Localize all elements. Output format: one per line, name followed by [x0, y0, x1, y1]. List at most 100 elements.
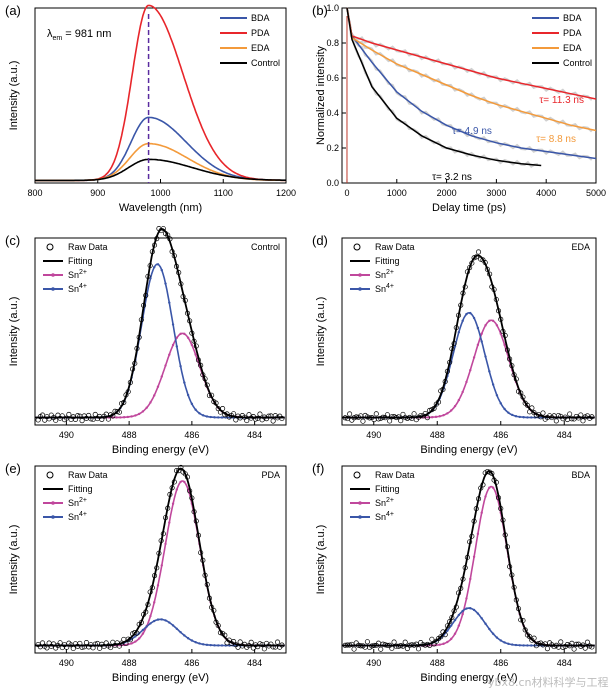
raw-data-point: [489, 470, 495, 476]
x-tick-label: 488: [430, 658, 445, 668]
sn2-marker: [488, 319, 491, 323]
lambda-annotation: λem = 981 nm: [47, 28, 111, 42]
sn2-marker: [461, 390, 464, 394]
legend-label-fitting: Fitting: [68, 484, 93, 494]
sn2-marker: [141, 632, 145, 635]
raw-data-point: [580, 418, 586, 424]
sn2-marker: [119, 416, 122, 419]
sn2-marker: [130, 415, 133, 418]
x-tick-label: 486: [493, 658, 508, 668]
sn4-marker: [153, 266, 156, 269]
sn4-marker: [503, 407, 506, 411]
sn2-marker: [503, 343, 506, 347]
raw-data-point: [411, 411, 417, 417]
sn4-marker: [183, 634, 186, 637]
x-tick-label: 484: [247, 430, 262, 440]
series-line-pda: [346, 7, 597, 100]
raw-data-point: [567, 411, 573, 417]
x-axis-label: Binding energy (eV): [420, 672, 517, 684]
sn2-component-line: [35, 332, 285, 419]
sn2-marker: [495, 324, 499, 327]
x-tick-label: 486: [493, 430, 508, 440]
sn4-marker: [209, 415, 212, 419]
x-tick-label: 5000: [586, 188, 606, 198]
sn2-marker: [484, 324, 487, 327]
raw-data-point: [244, 418, 250, 424]
x-axis-label: Delay time (ps): [432, 202, 506, 214]
y-tick-label: 1.0: [326, 3, 339, 13]
legend-label-sn2: Sn2+: [375, 269, 394, 280]
sn4-marker: [205, 643, 209, 647]
panel-label: (d): [312, 233, 328, 248]
sn2-marker: [469, 577, 472, 581]
plot-frame: [341, 237, 597, 426]
sn2-marker: [130, 642, 133, 645]
sn4-marker: [518, 415, 521, 419]
legend-marker-sn2: [51, 501, 55, 505]
raw-data-point: [83, 639, 90, 646]
sn2-component-line: [342, 319, 595, 419]
y-tick-label: 0.4: [326, 108, 339, 118]
series-line-eda: [35, 142, 286, 182]
sn2-marker: [465, 597, 468, 600]
x-tick-label: 800: [27, 188, 42, 198]
raw-data-point: [387, 418, 393, 424]
sn4-marker: [186, 637, 190, 640]
sn2-marker: [183, 332, 186, 336]
raw-data-point: [351, 646, 357, 652]
sn4-marker: [499, 639, 502, 642]
raw-data-point: [415, 646, 422, 652]
sn4-marker: [484, 355, 487, 358]
sn2-marker: [149, 614, 152, 618]
sn4-marker: [514, 643, 518, 647]
x-tick-label: 488: [122, 658, 137, 668]
series-line-control: [346, 7, 542, 167]
legend-label-sn4: Sn4+: [375, 283, 394, 294]
raw-data-point: [475, 249, 482, 255]
x-tick-label: 486: [184, 658, 199, 668]
raw-data-point: [429, 636, 435, 642]
legend-label: PDA: [563, 28, 582, 38]
sn4-marker: [457, 330, 461, 334]
raw-data-point: [540, 410, 546, 416]
panel-label: (b): [312, 3, 328, 18]
sn4-marker: [526, 644, 529, 647]
sn2-marker: [461, 612, 464, 616]
raw-data-point: [378, 646, 384, 652]
raw-data-point: [438, 634, 444, 640]
raw-data-point: [413, 641, 419, 647]
raw-data-point: [349, 641, 355, 647]
x-tick-label: 484: [557, 658, 572, 668]
sn2-marker: [175, 336, 179, 339]
sn4-marker: [476, 612, 480, 615]
legend-label-sn4: Sn4+: [375, 511, 394, 522]
sn4-marker: [190, 639, 194, 642]
legend-label: EDA: [563, 43, 582, 53]
x-tick-label: 4000: [536, 188, 556, 198]
sn4-marker: [518, 644, 521, 647]
raw-data-point: [553, 418, 559, 424]
legend-label: BDA: [251, 13, 270, 23]
sn4-marker: [198, 642, 201, 645]
sn4-marker: [476, 326, 480, 330]
x-tick-label: 1100: [214, 188, 233, 198]
sn2-marker: [434, 415, 438, 419]
sn4-marker: [465, 607, 468, 610]
sn2-marker: [450, 409, 453, 412]
sample-label: PDA: [261, 470, 280, 480]
sn4-marker: [209, 643, 212, 647]
x-tick-label: 490: [59, 658, 74, 668]
sn4-marker: [480, 340, 483, 343]
sn4-component-line: [342, 607, 595, 647]
series-line-control: [35, 158, 286, 182]
sn4-marker: [160, 268, 163, 272]
panel-label: (c): [5, 233, 20, 248]
plot-frame: [341, 465, 597, 654]
sn4-marker: [522, 416, 525, 419]
raw-data-point: [347, 411, 353, 417]
sn4-marker: [186, 393, 190, 397]
raw-data-point: [114, 409, 120, 415]
sn2-marker: [453, 404, 457, 408]
x-tick-label: 490: [59, 430, 74, 440]
fitting-line: [35, 467, 285, 647]
